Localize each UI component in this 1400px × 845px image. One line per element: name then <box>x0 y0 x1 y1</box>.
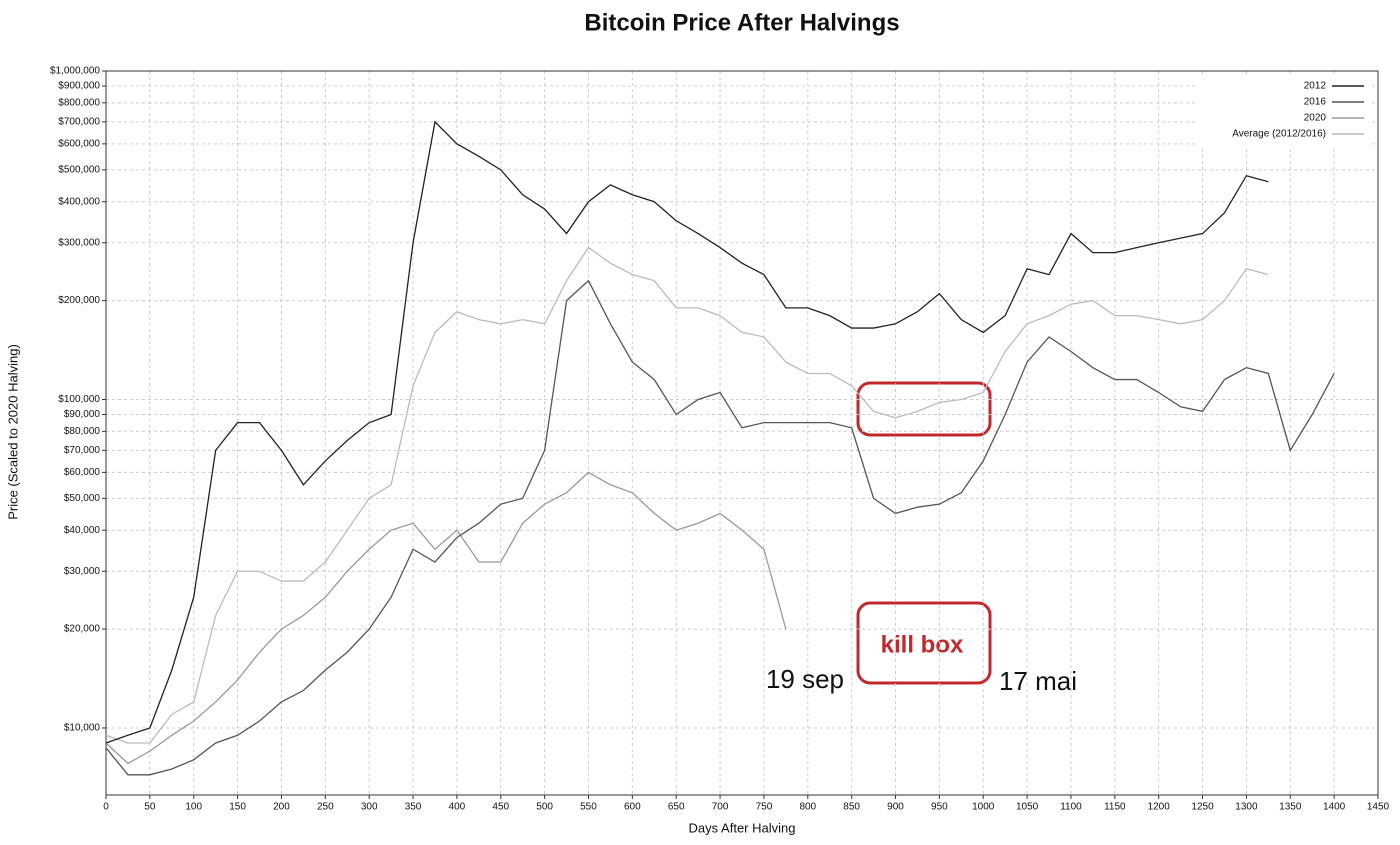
y-tick-label: $800,000 <box>58 97 100 108</box>
legend-label: 2020 <box>1304 113 1327 124</box>
y-tick-label: $40,000 <box>64 525 101 536</box>
y-tick-label: $300,000 <box>58 237 100 248</box>
plot-frame <box>105 70 1379 796</box>
y-tick-label: $500,000 <box>58 165 100 176</box>
grid <box>105 70 1379 795</box>
chart-title: Bitcoin Price After Halvings <box>584 9 899 36</box>
series-line <box>105 246 1269 744</box>
annotation: 17 mai <box>999 666 1077 696</box>
x-tick-label: 750 <box>756 802 773 813</box>
x-tick-label: 700 <box>712 802 729 813</box>
y-tick-label: $100,000 <box>58 394 100 405</box>
x-tick-label: 800 <box>799 802 816 813</box>
x-tick-label: 200 <box>273 802 290 813</box>
x-tick-label: 950 <box>931 802 948 813</box>
y-tick-label: $600,000 <box>58 139 100 150</box>
x-axis-label: Days After Halving <box>689 820 796 835</box>
y-tick-label: $700,000 <box>58 117 100 128</box>
y-tick-label: $900,000 <box>58 81 100 92</box>
x-tick-label: 1400 <box>1323 802 1346 813</box>
x-tick-label: 1050 <box>1016 802 1039 813</box>
legend-label: 2012 <box>1304 81 1327 92</box>
y-tick-label: $60,000 <box>64 467 101 478</box>
y-tick-label: $400,000 <box>58 196 100 207</box>
series-line <box>105 471 787 765</box>
y-tick-label: $30,000 <box>64 566 101 577</box>
x-tick-label: 600 <box>624 802 641 813</box>
x-tick-label: 350 <box>405 802 422 813</box>
x-tick-label: 1000 <box>972 802 995 813</box>
y-tick-label: $200,000 <box>58 295 100 306</box>
x-tick-label: 850 <box>843 802 860 813</box>
kill-box-frame <box>856 601 992 685</box>
x-tick-label: 900 <box>887 802 904 813</box>
x-tick-label: 250 <box>317 802 334 813</box>
x-tick-label: 650 <box>668 802 685 813</box>
legend-label: Average (2012/2016) <box>1232 129 1326 140</box>
series-line <box>105 279 1335 776</box>
x-tick-label: 400 <box>449 802 466 813</box>
x-tick-label: 1350 <box>1279 802 1302 813</box>
y-tick-label: $90,000 <box>64 409 101 420</box>
legend-label: 2016 <box>1304 97 1327 108</box>
annotation: kill box <box>881 631 964 658</box>
x-tick-label: 550 <box>580 802 597 813</box>
x-tick-label: 1300 <box>1235 802 1258 813</box>
x-tick-label: 50 <box>144 802 156 813</box>
y-tick-label: $70,000 <box>64 445 101 456</box>
x-tick-label: 300 <box>361 802 378 813</box>
series-line <box>105 120 1269 744</box>
x-tick-label: 0 <box>103 802 109 813</box>
x-tick-label: 1450 <box>1367 802 1390 813</box>
y-axis-label: Price (Scaled to 2020 Halving) <box>5 344 20 520</box>
x-tick-label: 450 <box>492 802 509 813</box>
x-tick-label: 1150 <box>1104 802 1126 813</box>
x-tick-label: 100 <box>185 802 202 813</box>
x-tick-label: 1200 <box>1148 802 1171 813</box>
y-tick-label: $50,000 <box>64 493 101 504</box>
highlight-box <box>856 381 992 437</box>
x-tick-label: 1250 <box>1191 802 1214 813</box>
y-tick-label: $20,000 <box>64 624 101 635</box>
y-tick-label: $1,000,000 <box>50 66 100 77</box>
x-tick-label: 500 <box>536 802 553 813</box>
y-tick-label: $10,000 <box>64 723 101 734</box>
annotation: 19 sep <box>766 664 844 694</box>
x-tick-label: 1100 <box>1060 802 1082 813</box>
y-tick-label: $80,000 <box>64 426 101 437</box>
x-tick-label: 150 <box>229 802 246 813</box>
